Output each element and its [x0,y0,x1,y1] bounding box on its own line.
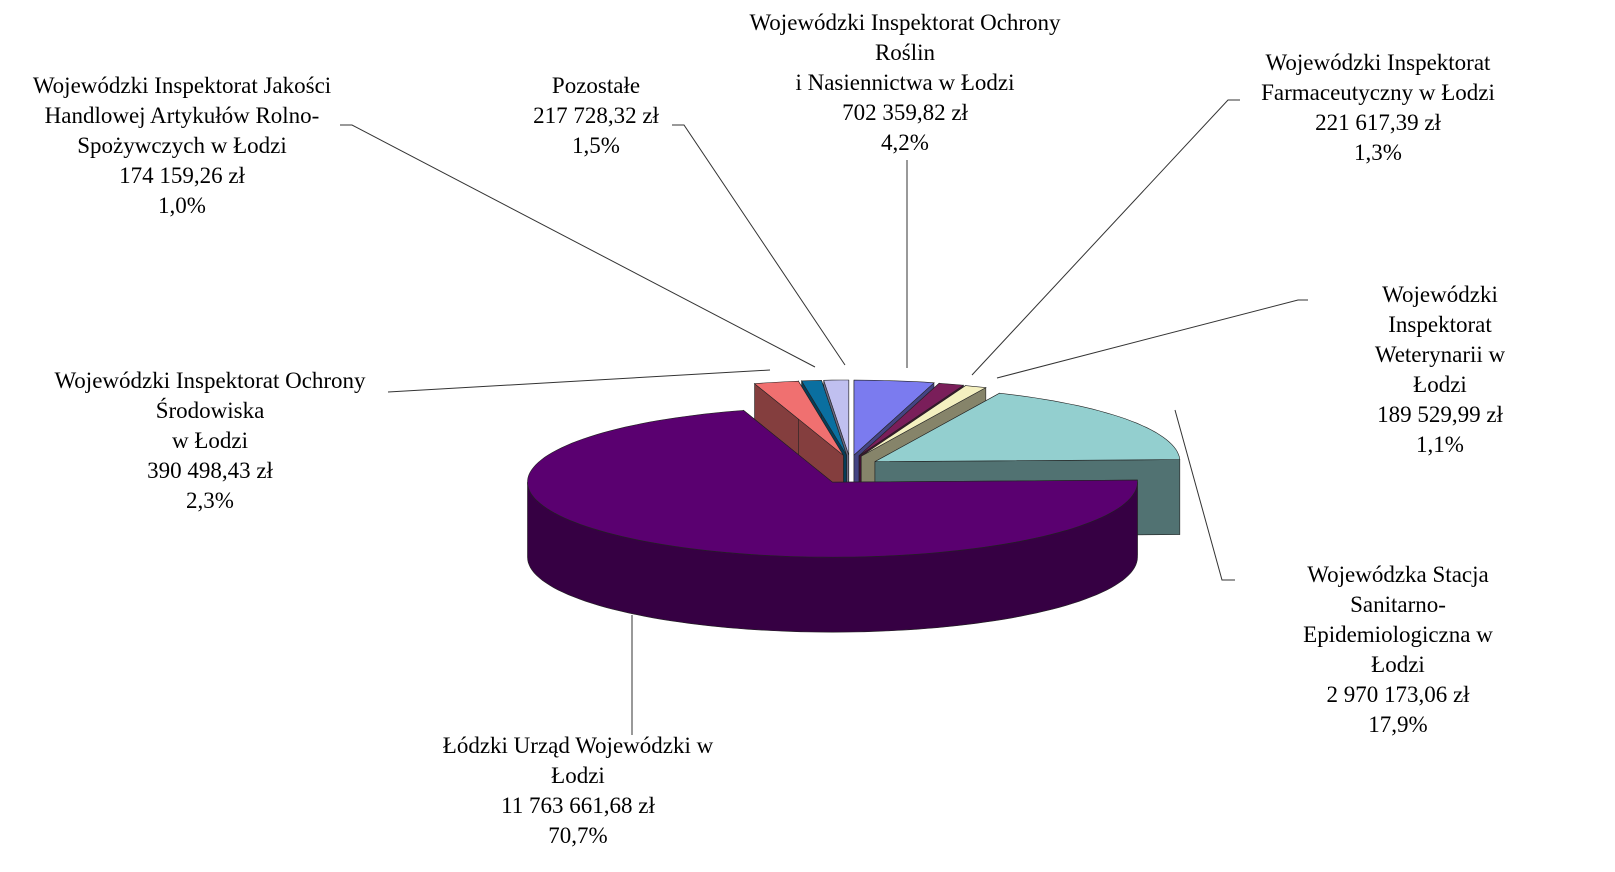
slice-top [823,379,850,456]
slice-label: Wojewódzki Inspektorat Farmaceutyczny w … [1261,48,1495,168]
value-label: 189 529,99 zł [1377,402,1503,427]
slice-label: Pozostałe 217 728,32 zł 1,5% [533,71,659,161]
value-label: 11 763 661,68 zł [501,793,655,818]
leader-line [996,299,1308,379]
slice-label: Wojewódzki Inspektorat Jakości Handlowej… [33,71,331,221]
category-name: Wojewódzki Inspektorat Jakości Handlowej… [32,73,332,158]
slice-top [874,392,1181,462]
value-label: 217 728,32 zł [533,103,659,128]
category-name: Wojewódzki Inspektorat Ochrony Roślin i … [749,10,1061,95]
value-label: 390 498,43 zł [147,458,273,483]
value-label: 2 970 173,06 zł [1326,682,1470,707]
slice-top [527,410,1138,558]
share-label: 4,2% [881,130,929,155]
slice-top [753,380,844,456]
category-name: Łódzki Urząd Wojewódzki w Łodzi [442,733,714,788]
category-name: Wojewódzki Inspektorat Ochrony Środowisk… [54,368,366,453]
leader-line [1174,409,1235,581]
slice-top [858,382,965,456]
leader-line [387,369,771,393]
category-name: Wojewódzka Stacja Sanitarno- Epidemiolog… [1303,562,1493,677]
share-label: 2,3% [186,488,234,513]
slice-label: Wojewódzki Inspektorat Ochrony Roślin i … [749,8,1060,158]
pie-slice [527,409,1138,633]
share-label: 1,0% [158,193,206,218]
share-label: 1,5% [572,133,620,158]
category-name: Pozostałe [551,73,641,98]
slice-top [853,379,935,456]
slice-label: Wojewódzka Stacja Sanitarno- Epidemiolog… [1290,560,1507,740]
share-label: 1,3% [1354,140,1402,165]
category-name: Wojewódzki Inspektorat Weterynarii w Łod… [1374,282,1506,397]
value-label: 702 359,82 zł [842,100,968,125]
share-label: 1,1% [1416,432,1464,457]
value-label: 174 159,26 zł [119,163,245,188]
category-name: Wojewódzki Inspektorat Farmaceutyczny w … [1261,50,1495,105]
leader-line [672,124,846,366]
share-label: 17,9% [1368,712,1428,737]
slice-label: Wojewódzki Inspektorat Ochrony Środowisk… [54,366,365,516]
slice-top [861,385,987,457]
leader-line [340,124,816,368]
slice-label: Łódzki Urząd Wojewódzki w Łodzi 11 763 66… [443,731,713,851]
leader-line [971,99,1240,376]
value-label: 221 617,39 zł [1315,110,1441,135]
slice-top [801,380,847,456]
slice-label: Wojewódzki Inspektorat Weterynarii w Łod… [1353,280,1528,460]
share-label: 70,7% [548,823,608,848]
